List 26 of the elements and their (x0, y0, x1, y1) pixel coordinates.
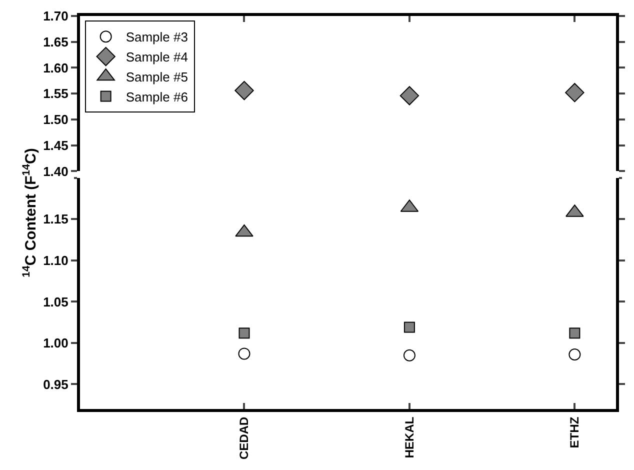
y-tick-label: 1.65 (43, 34, 68, 50)
y-tick-label: 1.70 (43, 8, 68, 24)
y-tick-label: 1.05 (43, 294, 68, 310)
y-tick-label: 1.15 (43, 212, 68, 227)
point (238, 348, 250, 360)
y-tick-label: 1.10 (43, 252, 68, 268)
y-tick-label: 1.60 (43, 60, 68, 76)
x-tick-label: ETHZ (568, 416, 582, 448)
y-tick-label: 1.00 (43, 336, 68, 351)
y-tick-label: 0.95 (43, 376, 68, 392)
legend-label: Sample #4 (126, 50, 188, 65)
legend-label: Sample #3 (126, 30, 188, 45)
y-tick-label: 1.50 (43, 112, 68, 128)
point (238, 328, 250, 339)
y-tick-label: 1.55 (43, 86, 68, 102)
y-tick-label: 1.40 (43, 164, 68, 179)
x-tick-label: HEKAL (402, 416, 416, 458)
point (235, 224, 254, 237)
point (404, 322, 415, 333)
point (403, 349, 416, 362)
legend-label: Sample #5 (126, 69, 188, 84)
point (568, 348, 581, 361)
x-tick-label: CEDAD (237, 416, 252, 460)
point (569, 328, 580, 339)
legend-label: Sample #6 (126, 89, 188, 104)
y-tick-label: 1.45 (43, 138, 68, 153)
